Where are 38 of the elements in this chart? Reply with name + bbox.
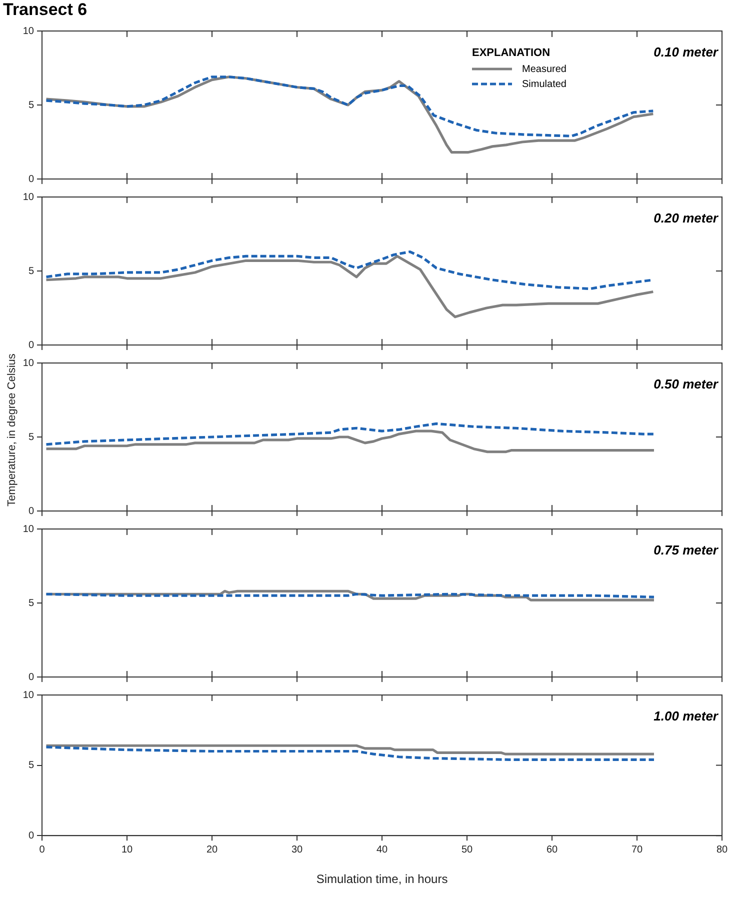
- x-tick-label: 10: [121, 844, 133, 856]
- y-tick-label: 5: [28, 432, 34, 443]
- y-tick-label: 10: [22, 524, 34, 535]
- y-tick-label: 10: [22, 690, 34, 701]
- line-series: [44, 76, 654, 138]
- x-tick-label: 40: [376, 844, 388, 856]
- annotation: 1.00 meter: [654, 708, 719, 724]
- legend-title: EXPLANATION: [472, 47, 550, 60]
- y-tick-label: 0: [28, 672, 34, 683]
- annotation: 0.50 meter: [654, 376, 719, 392]
- y-tick-label: 5: [28, 598, 34, 609]
- y-tick-label: 10: [22, 358, 34, 369]
- x-tick-label: 70: [631, 844, 643, 856]
- x-tick-label: 50: [461, 844, 473, 856]
- chart-title: Transect 6: [2, 0, 88, 21]
- x-axis-title: Simulation time, in hours: [316, 872, 448, 886]
- y-tick-label: 5: [28, 760, 34, 772]
- y-tick-label: 0: [28, 506, 34, 517]
- x-tick-label: 0: [39, 844, 46, 856]
- line-series: [44, 422, 656, 446]
- y-tick-label: 10: [22, 192, 34, 203]
- x-tick-label: 60: [546, 844, 558, 856]
- y-tick-label: 5: [28, 266, 34, 277]
- x-tick-label: 30: [291, 844, 303, 856]
- y-tick-label: 0: [28, 830, 34, 842]
- x-tick-label: 80: [716, 844, 728, 856]
- y-tick-label: 5: [28, 100, 34, 111]
- line-series: [44, 746, 656, 761]
- annotation: 0.75 meter: [654, 542, 719, 558]
- y-tick-label: 10: [22, 26, 34, 37]
- legend-label: Measured: [522, 64, 566, 75]
- y-tick-label: 0: [28, 174, 34, 185]
- y-axis-title: Temperature, in degree Celsius: [6, 352, 18, 508]
- x-tick-label: 20: [206, 844, 218, 856]
- annotation: 0.20 meter: [654, 210, 719, 226]
- legend-label: Simulated: [522, 78, 566, 90]
- annotation: 0.10 meter: [654, 44, 719, 60]
- y-tick-label: 0: [28, 340, 34, 351]
